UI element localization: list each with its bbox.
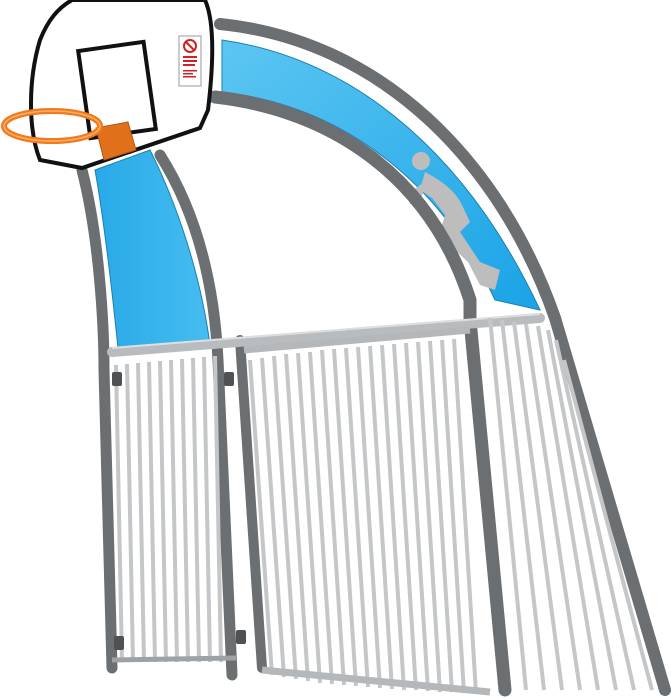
crossbar [107, 313, 545, 357]
outer-arch-frame [214, 18, 671, 696]
gate-bottom-rail [261, 666, 491, 696]
arch-panel-side [94, 149, 211, 349]
left-outer-frame [76, 164, 118, 674]
gate-top-rail [243, 326, 471, 354]
gate-post [235, 335, 267, 673]
inner-arch-frame [208, 90, 512, 697]
gate-bars [248, 338, 478, 694]
right-bars [488, 317, 654, 691]
hoop-bracket [95, 121, 137, 161]
no-hanging-warning-sign-icon [178, 35, 202, 87]
backboard [29, 0, 215, 171]
hinges [112, 372, 246, 650]
left-bars [114, 355, 223, 663]
left-rail-bottom [111, 655, 237, 663]
